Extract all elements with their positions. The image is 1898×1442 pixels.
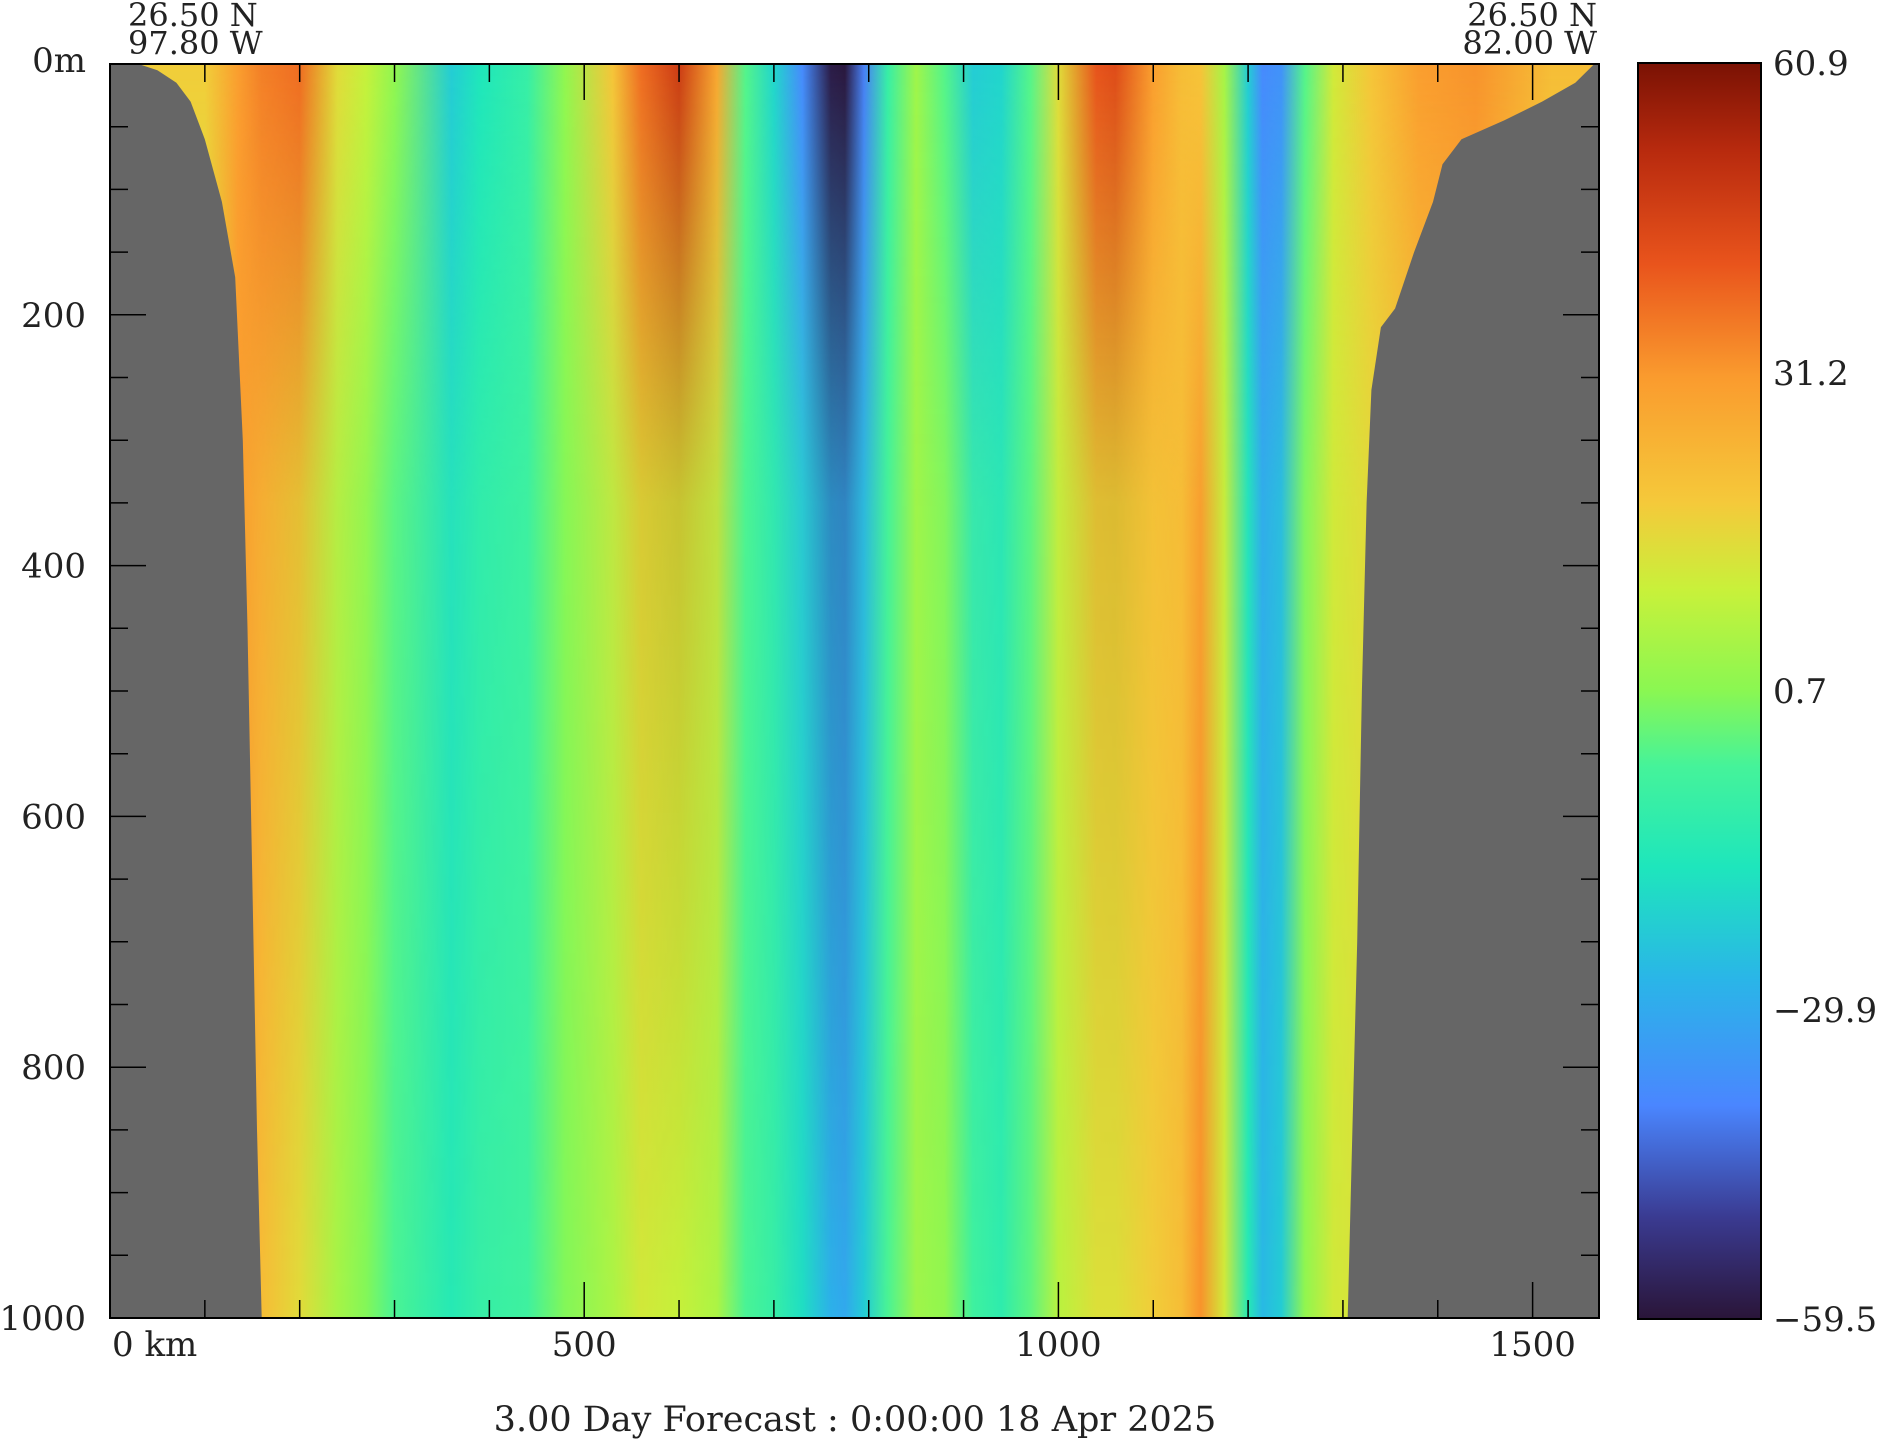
y-tick-label: 800 [21,1048,86,1088]
y-tick-label: 0m [32,41,86,81]
y-tick-label: 600 [21,797,86,837]
colorbar-labels: 60.9 31.2 0.7 −29.9 −59.5 [1773,44,1877,1340]
y-tick-label: 1000 [0,1299,86,1339]
start-lon-label: 97.80 W [128,24,263,62]
x-tick-label: 1000 [1015,1325,1102,1365]
y-tick-label: 200 [21,296,86,336]
x-tick-label: 1500 [1489,1325,1576,1365]
colorbar-tick-label: −29.9 [1773,991,1877,1031]
land-right [1347,64,1599,1318]
colorbar [1637,62,1762,1320]
colorbar-tick-label: −59.5 [1773,1300,1877,1340]
end-lon-label: 82.00 W [1462,24,1597,62]
surface-velocity-field [110,64,1599,1318]
y-tick-label: 400 [21,547,86,587]
end-lat-label: 26.50 N [1467,0,1597,34]
start-lat-label: 26.50 N [128,0,258,34]
colorbar-tick-label: 60.9 [1773,44,1849,84]
land-left [110,64,262,1318]
x-tick-label: 500 [552,1325,617,1365]
chart-title: 3.00 Day Forecast : 0:00:00 18 Apr 2025 [494,1400,1217,1440]
x-tick-label: 0 km [112,1325,197,1365]
colorbar-tick-label: 31.2 [1773,354,1849,394]
axis-tick-labels: 0 km 500 1000 1500 0m 200 400 600 800 1000 [0,41,1576,1365]
plot-area [110,64,1599,1318]
axis-ticks [110,64,1599,1318]
colorbar-tick-label: 0.7 [1773,672,1827,712]
